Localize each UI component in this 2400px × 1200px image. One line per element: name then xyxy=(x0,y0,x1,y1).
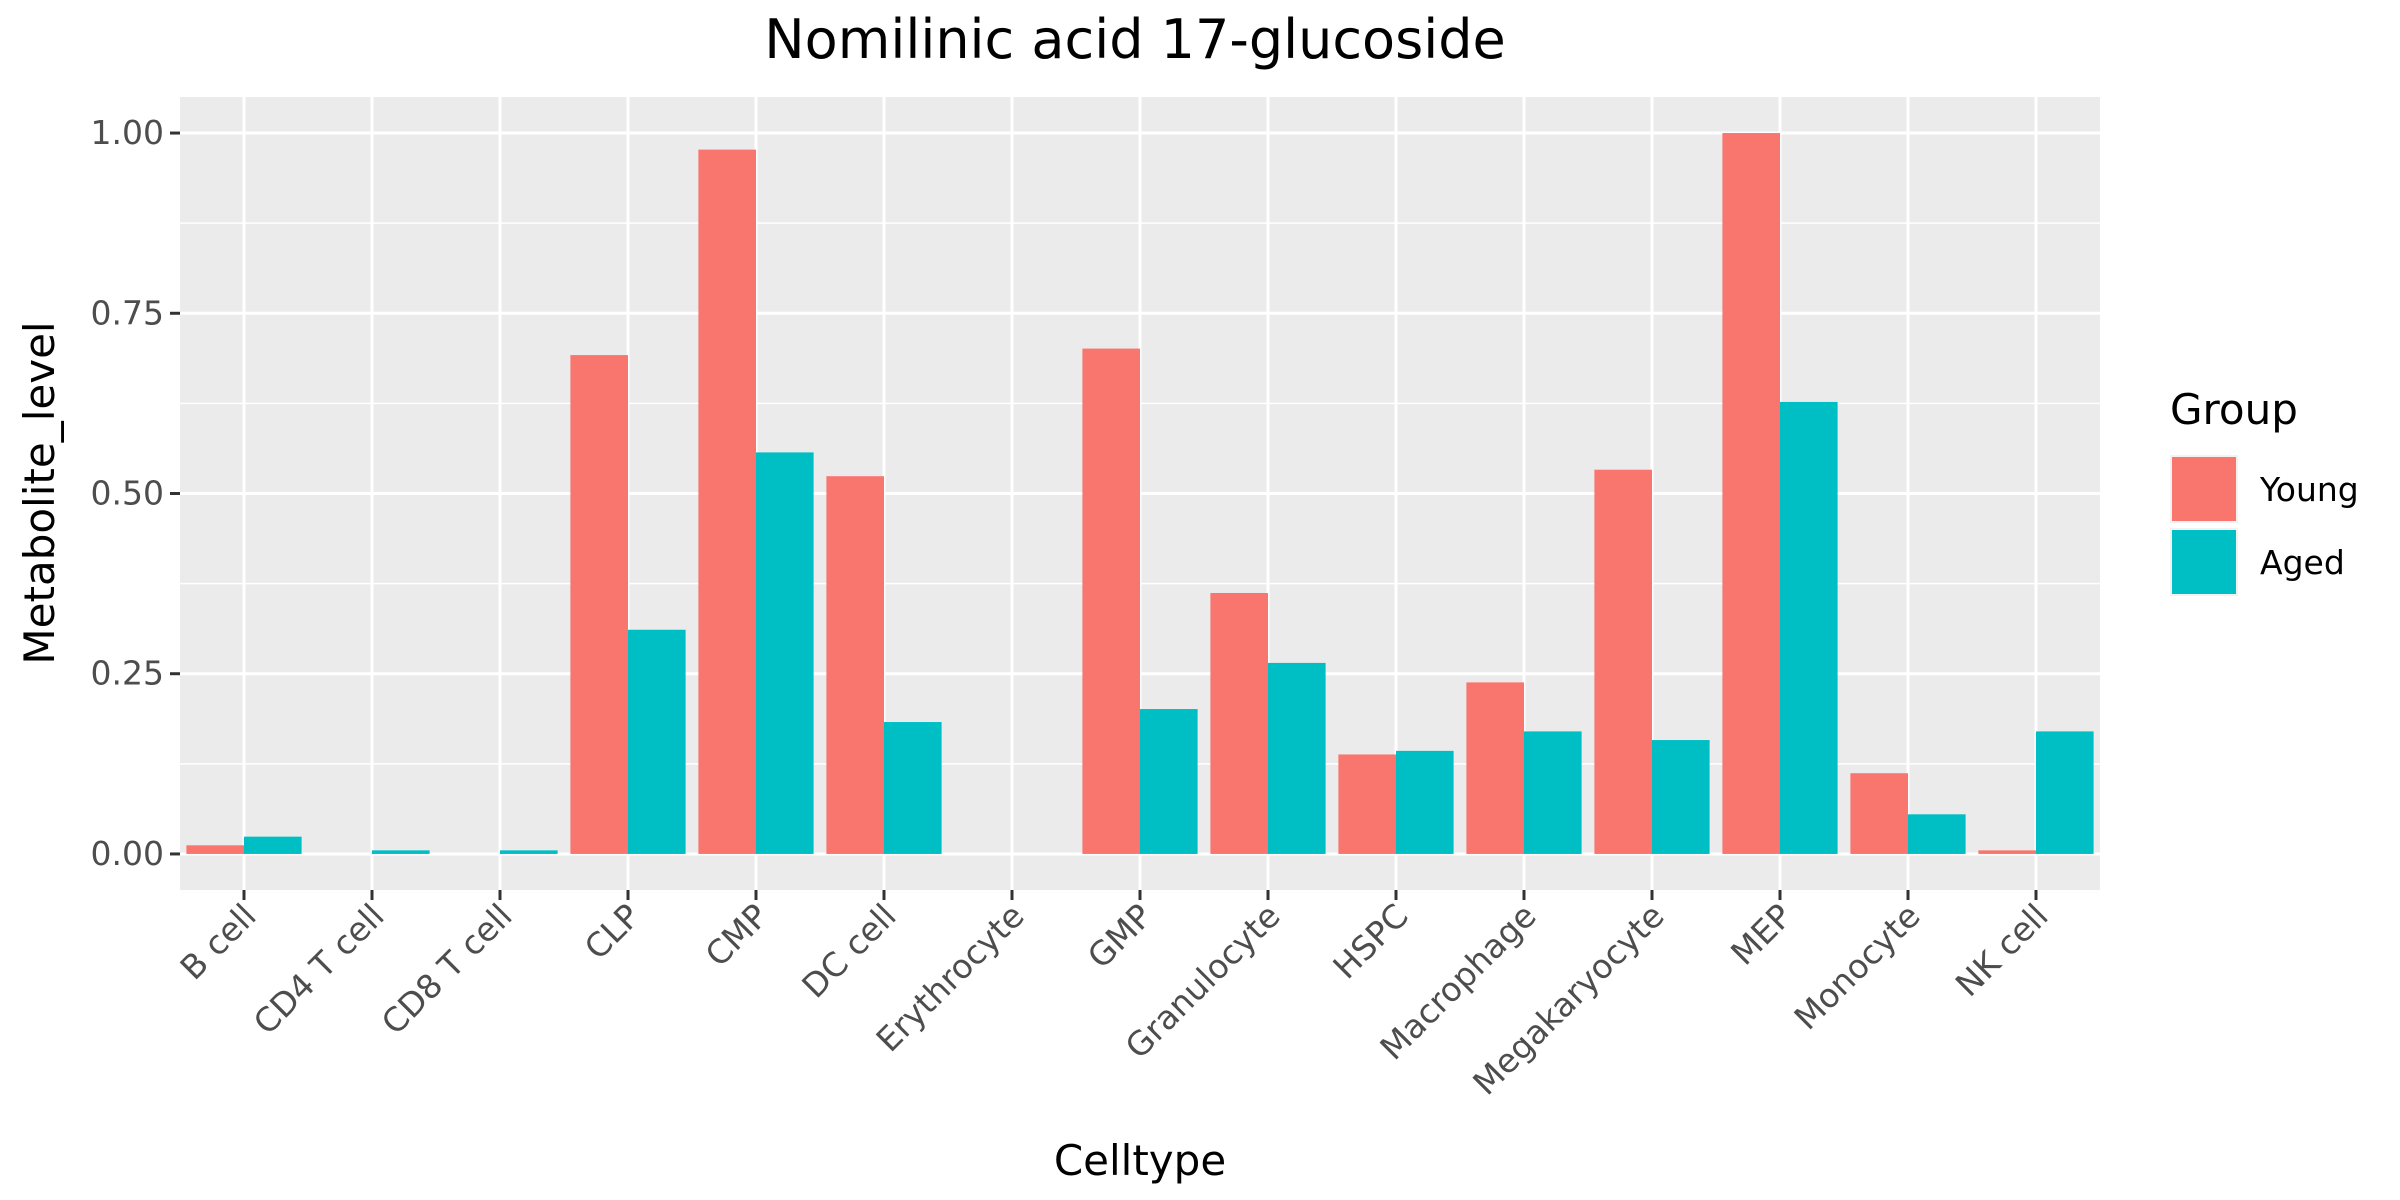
y-axis-title: Metabolite_level xyxy=(15,321,64,664)
legend-key-aged xyxy=(2172,530,2236,594)
x-tick-label: CD8 T cell xyxy=(374,896,520,1042)
legend-key-young xyxy=(2172,457,2236,521)
bar-aged-macrophage xyxy=(1524,731,1582,854)
legend-title: Group xyxy=(2170,385,2298,434)
bar-young-hspc xyxy=(1338,754,1396,854)
x-tick-label: CD4 T cell xyxy=(246,896,392,1042)
bar-aged-cmp xyxy=(756,452,814,854)
x-tick-label: GMP xyxy=(1080,896,1160,976)
y-tick-label: 0.50 xyxy=(91,474,164,513)
bar-young-dc-cell xyxy=(826,476,884,854)
bar-aged-clp xyxy=(628,629,686,854)
bar-aged-mep xyxy=(1780,401,1838,854)
bar-young-megakaryocyte xyxy=(1594,469,1652,854)
bar-aged-cd4-t-cell xyxy=(372,850,430,854)
bar-aged-granulocyte xyxy=(1268,662,1326,854)
y-tick-label: 1.00 xyxy=(91,113,164,152)
bar-young-b-cell xyxy=(186,845,244,854)
x-tick-label: Monocyte xyxy=(1786,896,1927,1037)
bar-young-nk-cell xyxy=(1978,850,2036,854)
bar-young-clp xyxy=(570,355,628,854)
x-tick-label: B cell xyxy=(172,896,263,987)
x-tick-label: CMP xyxy=(698,896,776,974)
bar-aged-hspc xyxy=(1396,750,1454,854)
x-tick-label: CLP xyxy=(577,896,648,967)
x-tick-label: DC cell xyxy=(794,896,903,1005)
bar-aged-dc-cell xyxy=(884,722,942,854)
bar-young-gmp xyxy=(1082,348,1140,854)
bar-young-cmp xyxy=(698,149,756,854)
x-tick-label: MEP xyxy=(1723,896,1800,973)
legend-label-aged: Aged xyxy=(2260,543,2345,582)
bars xyxy=(186,133,2094,854)
bar-aged-nk-cell xyxy=(2036,731,2094,854)
bar-young-monocyte xyxy=(1850,773,1908,854)
bar-aged-megakaryocyte xyxy=(1652,740,1710,854)
bar-aged-cd8-t-cell xyxy=(500,850,558,854)
y-axis: 0.00 0.25 0.50 0.75 1.00 xyxy=(91,113,180,873)
x-tick-label: NK cell xyxy=(1948,896,2056,1004)
y-tick-label: 0.75 xyxy=(91,293,164,332)
bar-young-granulocyte xyxy=(1210,592,1268,854)
bar-aged-monocyte xyxy=(1908,814,1966,854)
bar-young-macrophage xyxy=(1466,682,1524,854)
legend: Group Young Aged xyxy=(2170,385,2359,596)
x-axis-title: Celltype xyxy=(1054,1136,1226,1185)
bar-aged-b-cell xyxy=(244,836,302,854)
x-tick-label: HSPC xyxy=(1325,896,1415,986)
bar-young-mep xyxy=(1722,133,1780,854)
y-tick-label: 0.25 xyxy=(91,654,164,693)
y-tick-label: 0.00 xyxy=(91,834,164,873)
bar-aged-gmp xyxy=(1140,709,1198,854)
chart-title: Nomilinic acid 17-glucoside xyxy=(764,8,1505,71)
legend-label-young: Young xyxy=(2259,470,2359,509)
